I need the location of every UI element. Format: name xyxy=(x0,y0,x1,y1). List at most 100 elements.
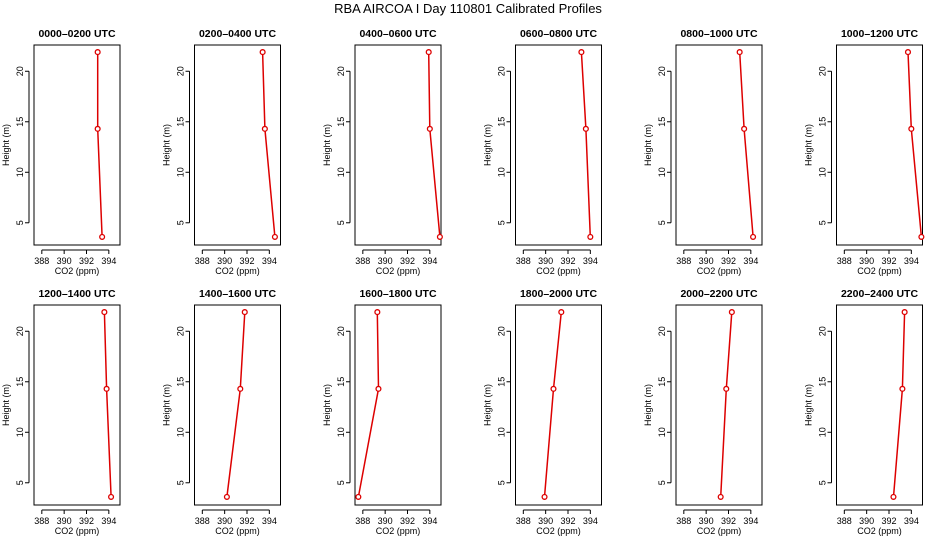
x-tick-label: 388 xyxy=(34,256,49,266)
y-tick-label: 10 xyxy=(15,427,25,437)
data-point xyxy=(901,309,908,316)
x-tick-label: 394 xyxy=(262,256,277,266)
data-point xyxy=(728,309,735,316)
x-axis-label: CO2 (ppm) xyxy=(215,266,260,276)
y-tick-label: 5 xyxy=(497,220,507,225)
plot-frame xyxy=(675,44,763,246)
x-tick-label: 394 xyxy=(904,516,919,526)
x-tick-label: 392 xyxy=(400,516,415,526)
plot-frame xyxy=(515,44,602,246)
x-tick-label: 392 xyxy=(560,516,575,526)
x-tick-label: 394 xyxy=(422,516,437,526)
profile-line xyxy=(261,52,276,237)
y-axis-label: Height (m) xyxy=(804,384,814,426)
y-tick-label: 5 xyxy=(818,480,828,485)
y-tick-label: 15 xyxy=(15,117,25,127)
panel-title: 0000–0200 UTC xyxy=(38,28,115,40)
x-axis-label: CO2 (ppm) xyxy=(55,266,100,276)
data-point xyxy=(99,233,106,240)
data-point xyxy=(101,309,108,316)
x-tick-label: 394 xyxy=(101,256,116,266)
data-point xyxy=(94,49,101,56)
y-tick-label: 10 xyxy=(15,167,25,177)
y-tick-label: 5 xyxy=(497,480,507,485)
x-tick-label: 394 xyxy=(743,256,758,266)
x-tick-label: 388 xyxy=(195,516,210,526)
x-tick-label: 392 xyxy=(239,256,254,266)
x-tick-label: 392 xyxy=(560,256,575,266)
panel-title: 0200–0400 UTC xyxy=(199,28,276,40)
x-tick-label: 388 xyxy=(837,256,852,266)
x-tick-label: 390 xyxy=(859,516,874,526)
y-tick-label: 15 xyxy=(336,117,346,127)
panel-title: 0600–0800 UTC xyxy=(520,28,597,40)
y-tick-label: 20 xyxy=(657,326,667,336)
plot-frame xyxy=(354,44,442,246)
x-tick-label: 388 xyxy=(195,256,210,266)
x-tick-label: 388 xyxy=(34,516,49,526)
y-axis-label: Height (m) xyxy=(483,124,493,166)
data-point xyxy=(223,493,230,500)
x-tick-label: 390 xyxy=(57,256,72,266)
x-axis-label: CO2 (ppm) xyxy=(697,526,742,536)
y-tick-label: 15 xyxy=(176,117,186,127)
plot-frame xyxy=(33,304,121,506)
x-tick-label: 390 xyxy=(217,516,232,526)
y-axis-label: Height (m) xyxy=(1,384,11,426)
x-tick-label: 394 xyxy=(583,256,598,266)
plot-frame xyxy=(515,304,602,506)
x-tick-label: 394 xyxy=(101,516,116,526)
plot-frame xyxy=(33,44,121,246)
y-tick-label: 20 xyxy=(497,66,507,76)
y-axis-label: Height (m) xyxy=(322,384,332,426)
y-tick-label: 20 xyxy=(497,326,507,336)
data-point xyxy=(241,309,248,316)
y-tick-label: 20 xyxy=(176,66,186,76)
x-axis-label: CO2 (ppm) xyxy=(697,266,742,276)
x-tick-label: 390 xyxy=(538,516,553,526)
panel-title: 1600–1800 UTC xyxy=(359,288,436,300)
panel-title: 0800–1000 UTC xyxy=(680,28,757,40)
panel-title: 1200–1400 UTC xyxy=(38,288,115,300)
profile-line xyxy=(96,52,103,237)
x-tick-label: 388 xyxy=(676,256,691,266)
y-tick-label: 15 xyxy=(657,377,667,387)
plot-frame xyxy=(354,304,442,506)
x-tick-label: 388 xyxy=(516,516,531,526)
data-point xyxy=(908,125,915,132)
y-tick-label: 20 xyxy=(818,326,828,336)
x-tick-label: 390 xyxy=(57,516,72,526)
data-point xyxy=(108,493,115,500)
data-point xyxy=(717,493,724,500)
y-tick-label: 20 xyxy=(818,66,828,76)
y-tick-label: 5 xyxy=(15,220,25,225)
y-tick-label: 5 xyxy=(657,480,667,485)
data-point xyxy=(723,385,730,392)
y-tick-label: 15 xyxy=(497,377,507,387)
y-tick-label: 10 xyxy=(818,427,828,437)
y-tick-label: 5 xyxy=(176,220,186,225)
data-point xyxy=(918,233,925,240)
x-tick-label: 392 xyxy=(721,516,736,526)
profile-line xyxy=(427,52,441,237)
x-tick-label: 394 xyxy=(904,256,919,266)
panel-title: 0400–0600 UTC xyxy=(359,28,436,40)
data-point xyxy=(237,385,244,392)
data-point xyxy=(541,493,548,500)
x-tick-label: 390 xyxy=(699,516,714,526)
x-tick-label: 394 xyxy=(262,516,277,526)
x-tick-label: 392 xyxy=(881,256,896,266)
y-tick-label: 5 xyxy=(336,220,346,225)
y-tick-label: 15 xyxy=(497,117,507,127)
data-point xyxy=(550,385,557,392)
y-tick-label: 15 xyxy=(657,117,667,127)
x-tick-label: 394 xyxy=(743,516,758,526)
x-tick-label: 392 xyxy=(79,256,94,266)
data-point xyxy=(904,49,912,56)
y-tick-label: 10 xyxy=(657,427,667,437)
y-tick-label: 15 xyxy=(15,377,25,387)
y-tick-label: 10 xyxy=(497,167,507,177)
plot-frame xyxy=(194,304,281,506)
profile-line xyxy=(226,312,246,497)
y-tick-label: 10 xyxy=(176,427,186,437)
